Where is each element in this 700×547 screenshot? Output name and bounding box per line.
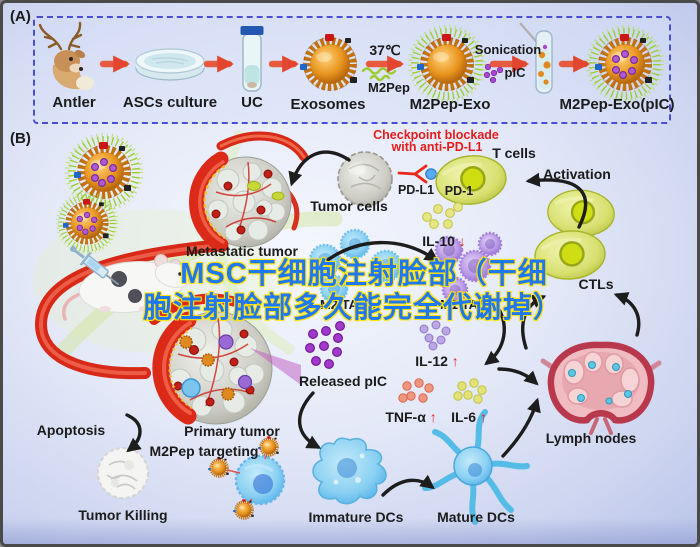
panel-b-tag: (B) [10, 130, 31, 147]
panel-a-tag: (A) [10, 8, 31, 25]
label-primary-tumor: Primary tumor [184, 423, 280, 439]
label-t-cells: T cells [492, 145, 536, 161]
m2-tams-graphic [308, 228, 403, 304]
syringe-icon [70, 246, 120, 286]
il12-dots [419, 320, 451, 351]
flow-arrows [125, 150, 641, 497]
label-tumor-cells: Tumor cells [310, 198, 388, 214]
lymph-node-graphic [540, 341, 662, 435]
arrow-apoptosis [125, 413, 142, 453]
arrow-immature-to-mature [381, 474, 435, 497]
label-activation: Activation [543, 166, 611, 182]
label-antler: Antler [52, 94, 96, 111]
label-il6: IL-6 ↑ [451, 409, 487, 425]
label-il10: IL-10 ↓ [422, 233, 466, 249]
pic-dots-icon [483, 60, 504, 84]
label-pd-1: PD-1 [444, 184, 474, 198]
label-released-pic: Released pIC [299, 373, 387, 389]
label-ctls: CTLs [578, 276, 614, 292]
label-m2pep-exo-pic: M2Pep-Exo(pIC) [559, 96, 675, 113]
label-tnfa: TNF-α ↑ [385, 409, 437, 425]
il6-dots [453, 378, 487, 404]
label-pic: pIC [504, 65, 526, 80]
immature-dc-graphic [312, 437, 387, 505]
arrow-into-lymph-node [497, 367, 539, 386]
label-checkpoint-line1: Checkpoint blockade [373, 128, 499, 142]
metastatic-tumor-graphic [189, 131, 309, 253]
label-m2pep: M2Pep [368, 80, 410, 95]
bottom-shade [3, 518, 697, 544]
mature-dc-graphic [422, 409, 530, 525]
panel-a-icons [38, 21, 662, 101]
released-pic-dots [305, 321, 346, 370]
tnf-dots [398, 378, 434, 403]
label-exosomes: Exosomes [290, 96, 366, 113]
label-m2pep-exo: M2Pep-Exo [409, 96, 491, 113]
m2pep-targeting-graphic [206, 434, 286, 521]
arrow-node-to-ctls-left [521, 294, 547, 350]
m1-tams-graphic [434, 231, 503, 304]
uc-tube-icon [240, 26, 264, 92]
label-uc: UC [241, 94, 263, 111]
label-m1-tams: M1 TAMs [439, 297, 497, 312]
label-tumor-killing: Tumor Killing [78, 507, 168, 523]
label-m2pep-targeting: M2Pep targeting [149, 443, 259, 459]
sonication-tube-icon [519, 22, 553, 94]
label-lymph-nodes: Lymph nodes [545, 430, 637, 446]
petri-dish-icon [135, 48, 205, 81]
label-metastatic-tumor: Metastatic tumor [185, 243, 299, 259]
m2pep-peptide-icon [361, 67, 397, 82]
tnfa-up-arrow-icon: ↑ [429, 409, 437, 425]
label-immature-dcs: Immature DCs [308, 509, 404, 525]
dying-cell-graphic [97, 447, 149, 499]
label-37c: 37℃ [369, 42, 401, 58]
arrow-m2-to-m1 [319, 240, 439, 267]
arrow-maturedc-to-node [501, 397, 541, 458]
arrow-tumorcells-to-metastatic [288, 150, 351, 187]
label-sonication: Sonication [474, 42, 542, 57]
label-ascs-culture: ASCs culture [122, 94, 218, 111]
blood-vessel [34, 240, 219, 380]
mouse-graphic [62, 246, 193, 321]
label-checkpoint-line2: with anti-PD-L1 [391, 140, 483, 154]
ctl-cells-graphic [531, 186, 618, 284]
anti-pd-l1-antibody-icon [397, 164, 428, 184]
label-pd-l1: PD-L1 [397, 183, 435, 197]
arrow-activation [525, 172, 588, 229]
figure-artwork [33, 21, 700, 525]
il10-down-arrow-icon: ↓ [458, 233, 466, 249]
arrow-m1-down [484, 301, 506, 366]
label-mature-dcs: Mature DCs [437, 509, 515, 525]
pd-1-receptor-icon [425, 168, 437, 180]
il12-up-arrow-icon: ↑ [451, 353, 459, 369]
antler-deer-icon [38, 21, 94, 90]
label-apoptosis: Apoptosis [36, 422, 106, 438]
arrow-pic-to-immaturedc [297, 391, 322, 449]
arrow-node-to-ctls-right [613, 292, 641, 337]
primary-tumor-graphic [149, 293, 301, 425]
il6-up-arrow-icon: ↑ [479, 409, 487, 425]
label-m2-tams: M2 TAMs [319, 297, 377, 312]
label-il12: IL-12 ↑ [415, 353, 459, 369]
tumor-cell-graphic [337, 151, 393, 207]
il10-dots [422, 202, 463, 229]
